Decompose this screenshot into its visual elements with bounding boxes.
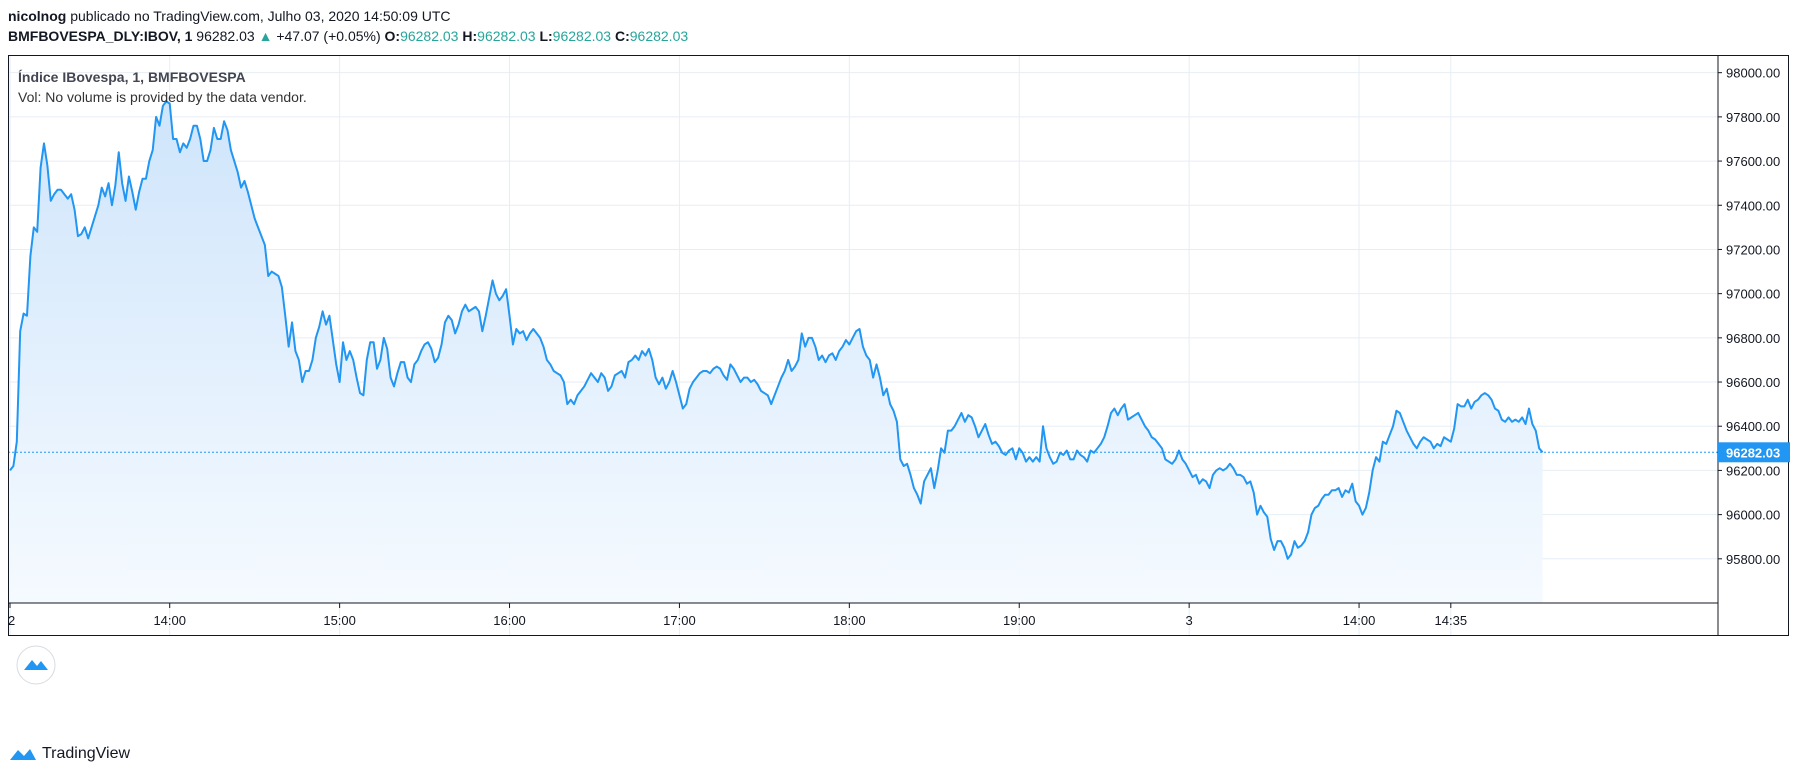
y-tick-label: 96600.00 xyxy=(1726,375,1780,390)
x-tick-label: 2 xyxy=(8,613,15,628)
symbol-line: BMFBOVESPA_DLY:IBOV, 1 96282.03 ▲ +47.07… xyxy=(8,26,688,46)
price-change: +47.07 (+0.05%) xyxy=(276,28,381,44)
open-value: 96282.03 xyxy=(400,28,459,44)
high-value: 96282.03 xyxy=(477,28,536,44)
x-tick-label: 16:00 xyxy=(493,613,526,628)
volume-note: Vol: No volume is provided by the data v… xyxy=(18,89,307,105)
y-tick-label: 97000.00 xyxy=(1726,287,1780,302)
last-price: 96282.03 xyxy=(196,28,255,44)
y-tick-label: 97400.00 xyxy=(1726,198,1780,213)
close-label: C: xyxy=(614,28,630,44)
time-axis[interactable]: 2 14:00 15:00 16:00 17:00 18:00 19:00 3 14:00 14:… xyxy=(8,602,1718,628)
low-value: 96282.03 xyxy=(552,28,612,44)
x-tick-label: 19:00 xyxy=(1003,613,1036,628)
publish-line: nicolnog publicado no TradingView.com, J… xyxy=(8,6,688,26)
cloud-logo-icon xyxy=(24,660,48,670)
price-area-fill xyxy=(10,101,1543,604)
low-label: L: xyxy=(539,28,553,44)
price-chart[interactable]: 95800.00 96000.00 96200.00 96400.00 96600.00… xyxy=(8,55,1798,735)
x-tick-label: 14:35 xyxy=(1435,613,1468,628)
y-tick-label: 96000.00 xyxy=(1726,508,1780,523)
y-tick-label: 97200.00 xyxy=(1726,242,1780,257)
high-label: H: xyxy=(462,28,478,44)
brand-label: TradingView xyxy=(42,745,131,762)
up-arrow-icon: ▲ xyxy=(258,28,273,44)
published-text: publicado no TradingView.com, Julho 03, … xyxy=(70,8,451,24)
x-tick-label: 18:00 xyxy=(833,613,866,628)
x-tick-label: 3 xyxy=(1186,613,1193,628)
tradingview-logo-icon xyxy=(10,749,36,760)
x-tick-label: 17:00 xyxy=(663,613,696,628)
chart-logo-button[interactable] xyxy=(16,645,56,685)
y-tick-label: 97600.00 xyxy=(1726,154,1780,169)
last-price-tag-label: 96282.03 xyxy=(1726,445,1780,460)
chart-header: nicolnog publicado no TradingView.com, J… xyxy=(8,6,688,46)
plot-border xyxy=(8,55,1789,636)
symbol-label: BMFBOVESPA_DLY:IBOV, 1 xyxy=(8,28,193,44)
y-tick-label: 96800.00 xyxy=(1726,331,1780,346)
y-tick-label: 96400.00 xyxy=(1726,419,1780,434)
y-tick-label: 95800.00 xyxy=(1726,552,1780,567)
price-series-line xyxy=(9,100,1544,560)
chart-legend: Índice IBovespa, 1, BMFBOVESPA Vol: No v… xyxy=(18,67,307,107)
x-tick-label: 14:00 xyxy=(1343,613,1376,628)
price-axis[interactable]: 95800.00 96000.00 96200.00 96400.00 96600.00… xyxy=(1718,66,1780,567)
x-tick-label: 14:00 xyxy=(153,613,186,628)
last-price-tag-bg xyxy=(1718,442,1790,463)
close-value: 96282.03 xyxy=(629,28,689,44)
y-tick-label: 96200.00 xyxy=(1726,463,1780,478)
tradingview-brand[interactable]: TradingView xyxy=(8,745,130,763)
last-price-tag: 96282.03 xyxy=(1718,442,1790,463)
legend-title[interactable]: Índice IBovespa, 1, BMFBOVESPA xyxy=(18,69,246,85)
author-name[interactable]: nicolnog xyxy=(8,8,67,24)
x-tick-label: 15:00 xyxy=(323,613,356,628)
y-tick-label: 98000.00 xyxy=(1726,66,1780,81)
open-label: O: xyxy=(384,28,401,44)
y-tick-label: 97800.00 xyxy=(1726,110,1780,125)
